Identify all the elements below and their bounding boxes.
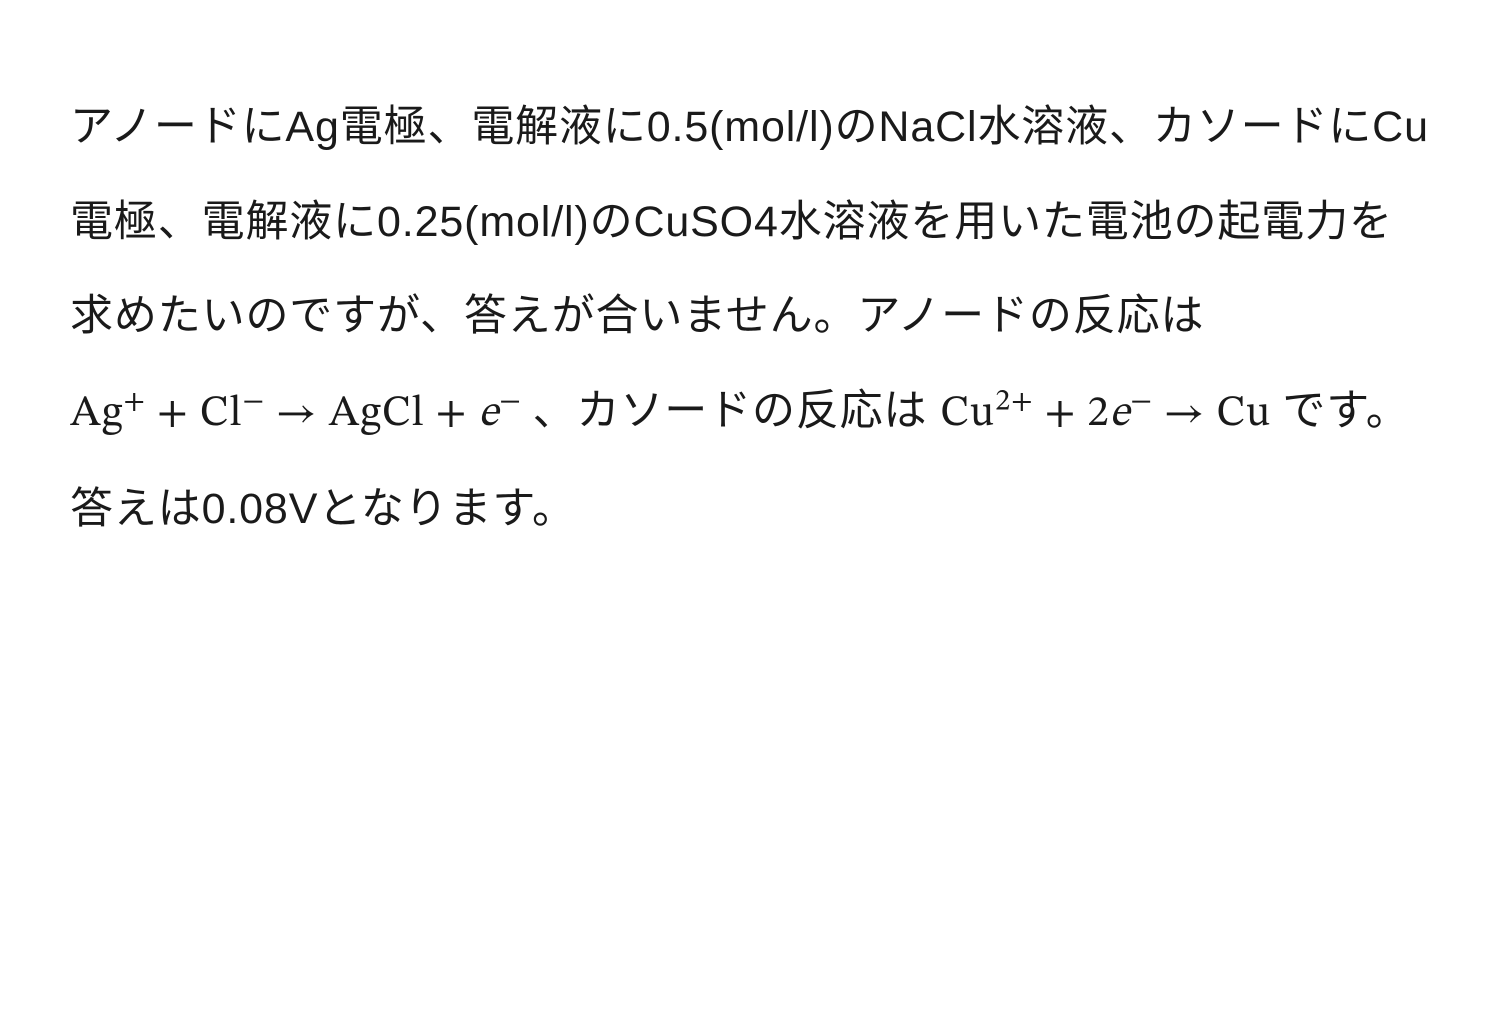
mid-text: 、カソードの反応は (533, 387, 928, 435)
question-text: アノードにAg電極、電解液に0.5(mol/l)のNaCl水溶液、カソードにCu… (70, 80, 1430, 557)
cu-charge: 2+ (995, 387, 1033, 417)
cu-product: Cu (1216, 393, 1271, 436)
electron-charge-1: − (499, 387, 522, 417)
cl-symbol: Cl (200, 393, 243, 436)
plus-1: + (146, 393, 200, 436)
intro-text: アノードにAg電極、電解液に0.5(mol/l)のNaCl水溶液、カソードにCu… (70, 103, 1429, 340)
cu-symbol: Cu (940, 393, 995, 436)
equation-cathode: Cu2+ + 2e− → Cu (940, 393, 1282, 436)
ag-charge: + (123, 387, 146, 417)
plus-2: + (425, 393, 479, 436)
ag-symbol: Ag (70, 393, 123, 436)
cl-charge: − (242, 387, 265, 417)
agcl-symbol: AgCl (328, 393, 424, 436)
arrow-1: → (265, 393, 329, 436)
electron-symbol-2: e (1109, 393, 1130, 436)
plus-3: + (1034, 393, 1088, 436)
electron-charge-2: − (1130, 387, 1153, 417)
arrow-2: → (1153, 393, 1217, 436)
coef-2: 2 (1087, 393, 1109, 436)
electron-symbol-1: e (478, 393, 499, 436)
equation-anode: Ag+ + Cl− → AgCl + e− (70, 393, 533, 436)
